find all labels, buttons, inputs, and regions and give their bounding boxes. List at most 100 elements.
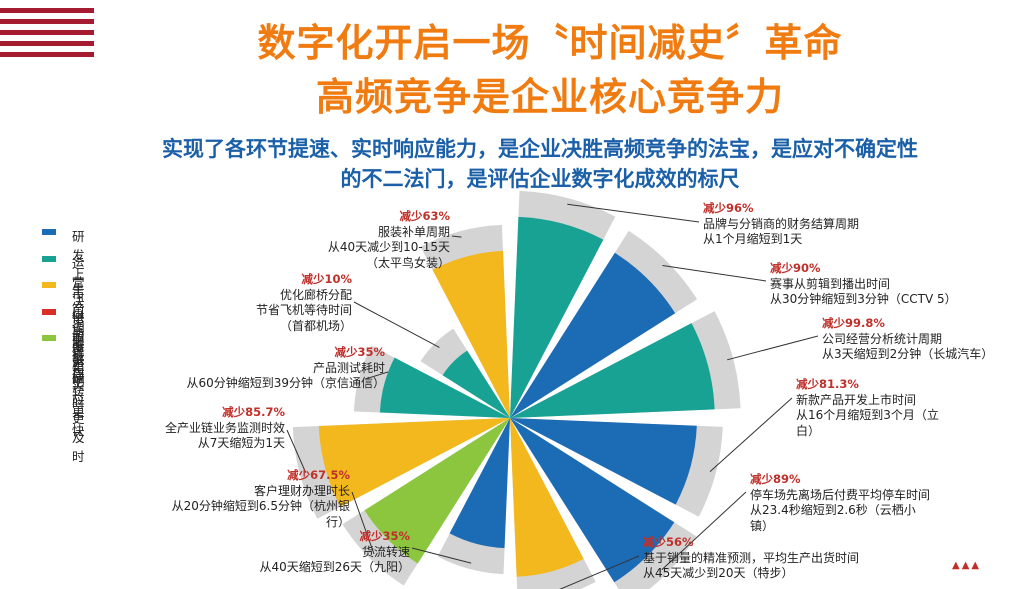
annotation-text: 从20分钟缩短到6.5分钟（杭州银	[171, 499, 350, 513]
slice-bar	[510, 323, 715, 418]
annotation-text: 公司经营分析统计周期	[822, 331, 943, 346]
slice-annotation: 减少96% 品牌与分销商的财务结算周期 从1个月缩短到1天	[703, 201, 859, 248]
slice-annotation: 减少67.5% 客户理财办理时长 从20分钟缩短到6.5分钟（杭州银 行）	[150, 468, 350, 530]
annotation-leader-line	[364, 371, 389, 380]
legend-label: 供应链周转更快	[72, 308, 85, 438]
reduction-label: 减少81.3%	[796, 377, 859, 391]
slice-bar	[510, 418, 675, 583]
annotation-text: 全产业链业务监测时效	[164, 420, 285, 435]
reduction-label: 减少85.7%	[222, 405, 285, 419]
slice-annotation: 减少89% 停车场先离场后付费平均停车时间 从23.4秒缩短到2.6秒（云栖小 镇）	[750, 472, 930, 534]
annotation-text: 从45天减少到20天（特步）	[643, 566, 794, 580]
annotation-leader-line	[567, 203, 700, 223]
slice-annotation: 减少81.3% 新款产品开发上市时间 从16个月缩短到3个月（立 白）	[796, 377, 939, 439]
brand-stripe	[0, 41, 94, 46]
annotation-leader-line	[451, 235, 462, 238]
slice-annotation: 减少35% 产品测试耗时 从60分钟缩短到39分钟（京信通信）	[170, 345, 385, 392]
slice-bar	[432, 250, 510, 418]
slice-annotation: 减少99.8% 公司经营分析统计周期 从3天缩短到2分钟（长城汽车）	[822, 316, 993, 363]
reduction-label: 减少35%	[359, 529, 410, 543]
annotation-text: （首都机场）	[279, 318, 352, 333]
brand-stripe	[0, 8, 94, 13]
annotation-text: 从30分钟缩短到3分钟（CCTV 5）	[770, 292, 957, 306]
annotation-text: 服装补单周期	[377, 224, 450, 239]
annotation-leader-line	[727, 335, 819, 361]
reduction-label: 减少67.5%	[287, 468, 350, 482]
reduction-label: 减少10%	[301, 272, 352, 286]
slice-bar	[510, 418, 584, 577]
annotation-text: 赛事从剪辑到播出时间	[770, 276, 891, 291]
subtitle-line1: 实现了各环节提速、实时响应能力，是企业决胜高频竞争的法宝，是应对不确定性	[162, 137, 918, 161]
annotation-text: 基于销量的精准预测，平均生产出货时间	[643, 550, 860, 565]
slice-bar	[510, 252, 676, 418]
reduction-label: 减少35%	[334, 345, 385, 359]
annotation-text: 货流转速	[361, 544, 410, 559]
brand-stripe	[0, 52, 94, 57]
slice-bar	[510, 216, 604, 418]
reduction-label: 减少89%	[750, 472, 801, 486]
subtitle-line2: 的不二法门，是评估企业数字化成效的标尺	[340, 167, 740, 191]
annotation-text: 节省飞机等待时间	[255, 303, 352, 317]
annotation-text: 产品测试耗时	[312, 360, 385, 375]
reduction-label: 减少96%	[703, 201, 754, 215]
slice-bar	[318, 418, 510, 507]
annotation-leader-line	[709, 397, 793, 472]
annotation-text: 从16个月缩短到3个月（立	[796, 408, 939, 422]
legend-label: 研发上市周期更短	[72, 229, 85, 377]
annotation-text: 新款产品开发上市时间	[796, 392, 917, 407]
annotation-leader-line	[286, 429, 307, 473]
page-title-line2: 高频竞争是企业核心竞争力	[315, 75, 784, 119]
brand-stripes	[0, 8, 94, 63]
annotation-text: 从7天缩短为1天	[197, 436, 285, 450]
slice-annotation: 减少63% 服装补单周期 从40天减少到10-15天 （太平鸟女装）	[300, 209, 450, 271]
slice-bar	[379, 357, 510, 418]
corner-logo-fragment: ▲▲▲	[952, 560, 982, 571]
legend-swatch	[42, 308, 56, 315]
brand-stripe	[0, 19, 94, 24]
annotation-text: 镇）	[750, 518, 775, 533]
annotation-text: 停车场先离场后付费平均停车时间	[750, 487, 931, 502]
annotation-leader-line	[353, 301, 440, 348]
page-title-line1: 数字化开启一场〝时间减史〞革命	[257, 21, 843, 65]
slice-bar	[510, 418, 697, 505]
page-subtitle: 实现了各环节提速、实时响应能力，是企业决胜高频竞争的法宝，是应对不确定性 的不二…	[90, 134, 990, 194]
annotation-leader-line	[559, 555, 640, 589]
annotation-leader-line	[351, 491, 375, 555]
slice-bar	[449, 418, 510, 549]
annotation-text: 品牌与分销商的财务结算周期	[703, 216, 860, 231]
annotation-text: 从1个月缩短到1天	[703, 232, 803, 246]
legend-swatch	[42, 335, 56, 341]
slice-annotation: 减少85.7% 全产业链业务监测时效 从7天缩短为1天	[140, 405, 285, 452]
brand-stripe	[0, 30, 94, 35]
reduction-label: 减少63%	[399, 209, 450, 223]
annotation-text: 客户理财办理时长	[253, 483, 350, 498]
annotation-leader-line	[662, 265, 767, 282]
legend-swatch	[42, 255, 56, 262]
slice-annotation: 减少10% 优化廊桥分配 节省飞机等待时间 （首都机场）	[230, 272, 352, 334]
legend-label: 服务响应更及时	[72, 335, 85, 464]
legend-swatch	[42, 282, 56, 288]
annotation-leader-line	[661, 491, 747, 571]
annotation-text: 白）	[796, 423, 821, 438]
annotation-text: 从60分钟缩短到39分钟（京信通信）	[186, 376, 385, 390]
reduction-label: 减少99.8%	[822, 316, 885, 330]
annotation-text: 从40天缩短到26天（九阳）	[259, 560, 410, 574]
legend-label: 生产调度更实时	[72, 282, 85, 411]
legend-label: 运营决策更敏捷	[72, 255, 85, 385]
legend-swatch	[42, 229, 56, 235]
reduction-label: 减少56%	[643, 535, 694, 549]
annotation-text: 从40天减少到10-15天	[327, 240, 450, 254]
annotation-text: 优化廊桥分配	[279, 287, 352, 302]
annotation-text: 行）	[325, 514, 350, 529]
slice-annotation: 减少35% 货流转速 从40天缩短到26天（九阳）	[240, 529, 410, 576]
slice-annotation: 减少56% 基于销量的精准预测，平均生产出货时间 从45天减少到20天（特步）	[643, 535, 859, 582]
slice-bar	[364, 418, 510, 564]
annotation-text: 从3天缩短到2分钟（长城汽车）	[822, 347, 994, 361]
slice-bar	[442, 350, 510, 418]
annotation-text: 从23.4秒缩短到2.6秒（云栖小	[750, 503, 916, 517]
reduction-label: 减少90%	[770, 261, 821, 275]
annotation-leader-line	[411, 547, 472, 564]
slice-annotation: 减少90% 赛事从剪辑到播出时间 从30分钟缩短到3分钟（CCTV 5）	[770, 261, 957, 308]
annotation-text: （太平鸟女装）	[365, 255, 450, 270]
